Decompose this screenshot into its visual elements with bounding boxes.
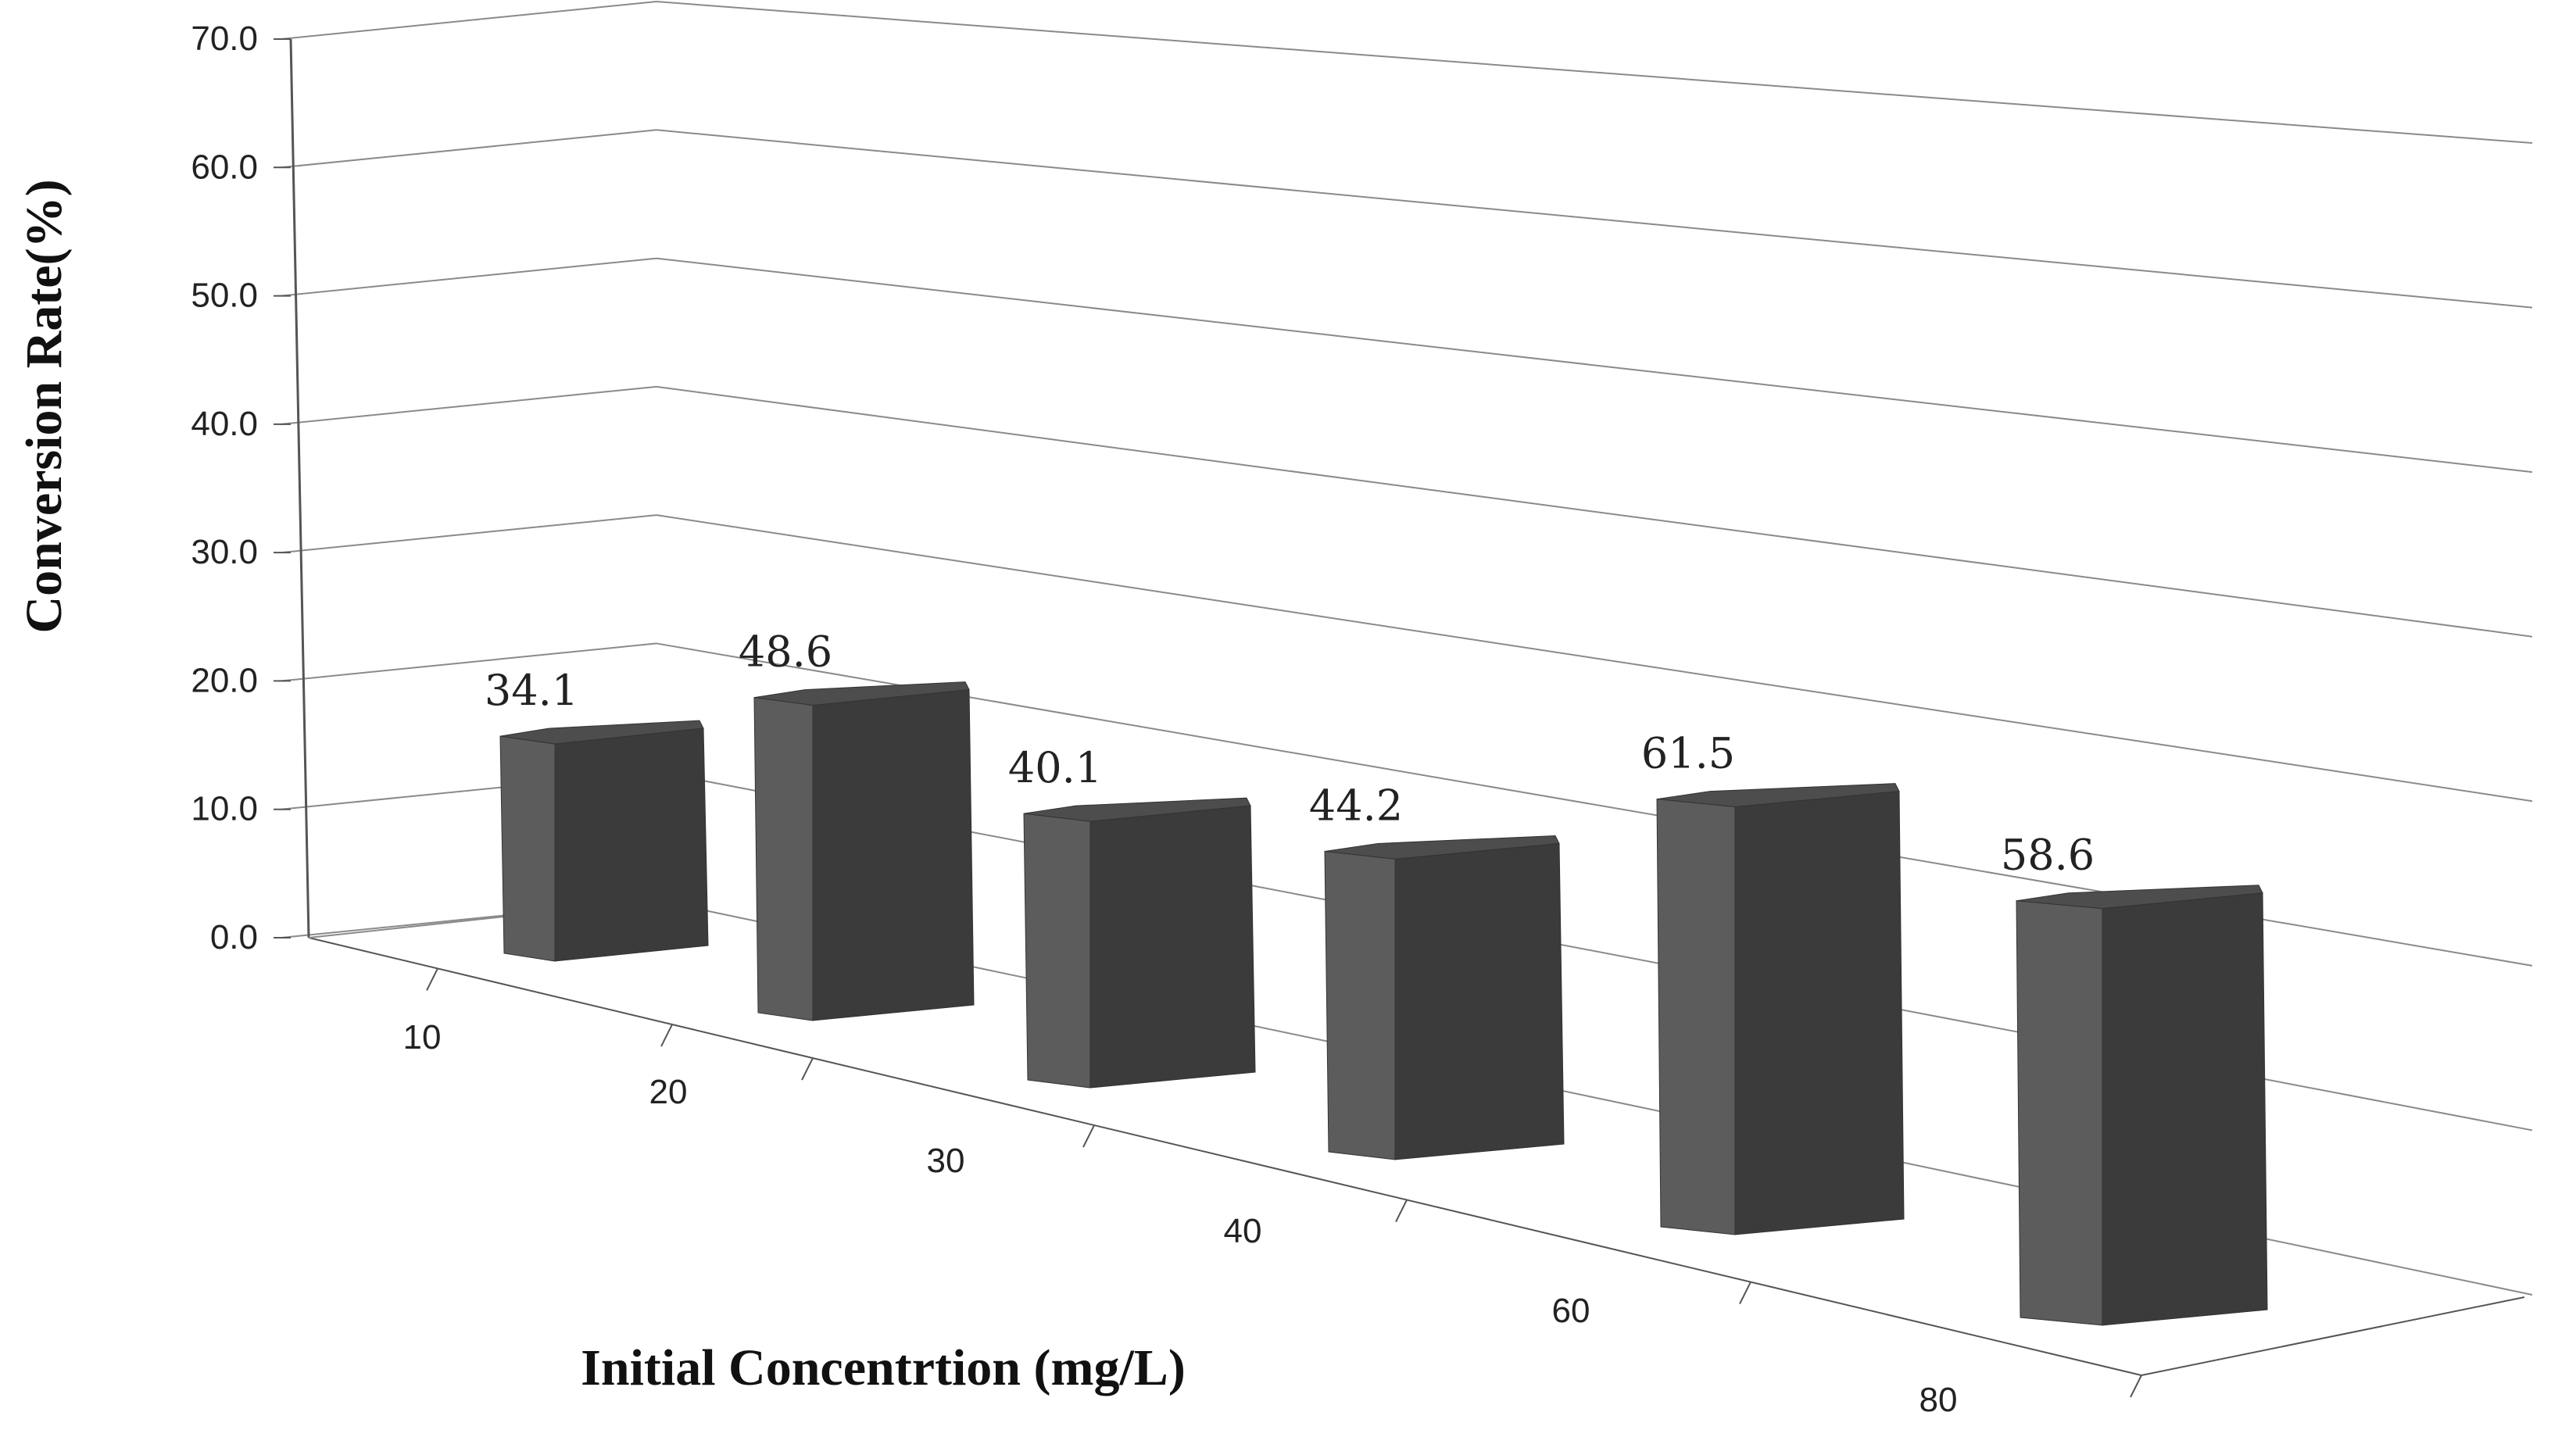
bar-60 [1656, 783, 1905, 1235]
data-label-80: 58.6 [2001, 831, 2095, 880]
bar-front-face [753, 697, 814, 1021]
bar-front-face [2016, 900, 2103, 1326]
x-tick-label: 10 [403, 1018, 442, 1056]
x-tick-label: 20 [649, 1073, 688, 1111]
bar-40 [1324, 835, 1565, 1160]
bars [499, 681, 2268, 1326]
gridline-side [281, 1, 657, 40]
gridline-side [281, 642, 657, 682]
x-tick-mark [660, 1024, 673, 1047]
gridline-side [281, 514, 657, 554]
gridline [656, 257, 2533, 474]
bar-front-face [1656, 799, 1736, 1235]
y-tick-label: 50.0 [191, 277, 258, 315]
bar-30 [1023, 797, 1256, 1089]
gridline-side [281, 257, 657, 297]
x-tick-mark [1395, 1199, 1408, 1222]
x-tick-mark [1082, 1124, 1095, 1148]
gridline-side [281, 385, 657, 425]
x-tick-label: 40 [1224, 1212, 1262, 1250]
bar-side-face [812, 689, 975, 1021]
data-label-20: 48.6 [739, 627, 832, 677]
x-tick-label: 60 [1552, 1292, 1590, 1330]
floor-right-edge [2141, 1296, 2525, 1376]
bar-side-face [1734, 791, 1905, 1235]
y-tick-label: 40.0 [191, 405, 258, 443]
x-tick-label: 30 [927, 1142, 965, 1180]
x-tick-mark [2130, 1375, 2142, 1398]
y-tick-label: 30.0 [191, 533, 258, 571]
bar-side-face [1394, 842, 1565, 1160]
bar-front-face [499, 735, 556, 962]
y-tick-label: 70.0 [191, 20, 258, 58]
data-label-10: 34.1 [485, 666, 578, 715]
bar-side-face [2102, 892, 2268, 1326]
bar-80 [2016, 885, 2268, 1326]
gridline-side [281, 129, 657, 169]
axes [274, 38, 2525, 1398]
gridline [656, 514, 2533, 803]
y-tick-label: 0.0 [210, 918, 258, 956]
bar-10 [499, 720, 709, 962]
data-label-40: 44.2 [1309, 781, 1403, 830]
gridline [656, 129, 2533, 309]
y-axis-line [289, 38, 310, 938]
bar-front-face [1023, 813, 1091, 1089]
bar-front-face [1324, 850, 1396, 1160]
gridline [656, 1, 2533, 144]
data-label-30: 40.1 [1008, 743, 1102, 792]
y-tick-label: 10.0 [191, 790, 258, 828]
y-axis-title: Conversion Rate(%) [16, 179, 73, 633]
x-tick-label: 80 [1919, 1381, 1958, 1419]
bar-side-face [554, 728, 709, 962]
bar-20 [753, 681, 975, 1021]
bar-side-face [1089, 805, 1256, 1089]
data-labels: 34.1 48.6 40.1 44.2 61.5 58.6 [485, 627, 2095, 880]
x-tick-mark [801, 1057, 814, 1081]
y-tick-label: 60.0 [191, 148, 258, 186]
x-axis-line [308, 937, 2142, 1376]
data-label-60: 61.5 [1641, 729, 1735, 778]
x-axis-title: Initial Concentrtion (mg/L) [581, 1339, 1186, 1396]
tick-labels: 0.0 10.0 20.0 30.0 40.0 50.0 60.0 70.0 10 20 30 40 6… [191, 20, 1957, 1419]
y-tick-label: 20.0 [191, 661, 258, 699]
x-tick-mark [426, 967, 438, 991]
gridline [656, 385, 2533, 638]
x-tick-mark [1739, 1282, 1751, 1305]
